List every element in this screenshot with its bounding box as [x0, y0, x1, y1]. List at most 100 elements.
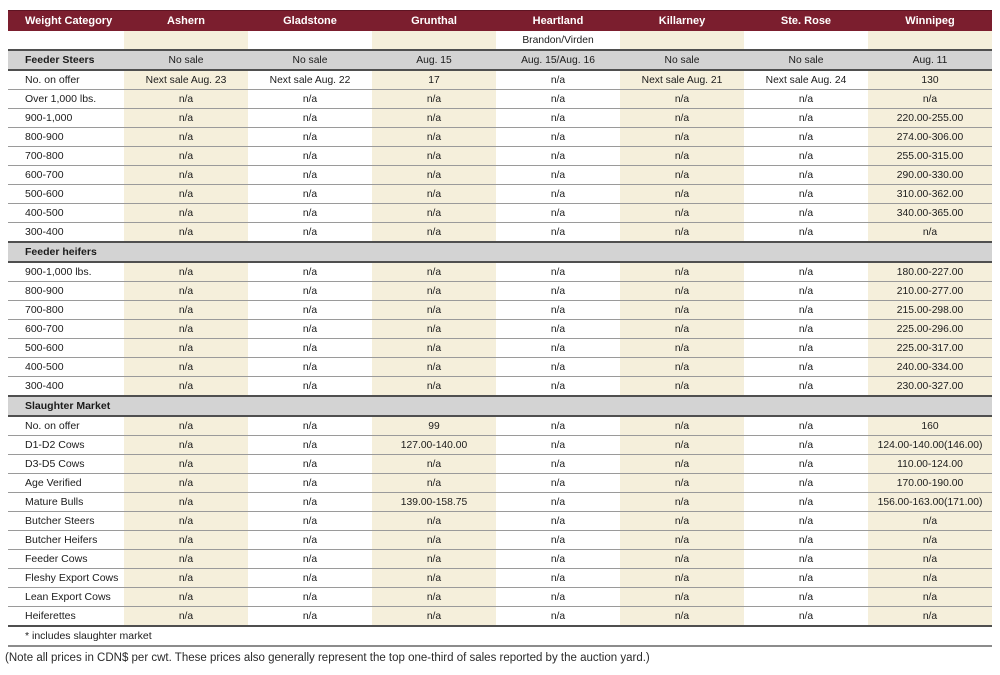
row-label: D1-D2 Cows	[8, 435, 124, 455]
row-label: No. on offer	[8, 416, 124, 436]
price-cell: n/a	[744, 416, 868, 436]
price-cell: n/a	[248, 549, 372, 569]
price-cell: n/a	[124, 454, 248, 474]
section-header-row-feeder-steers: Feeder Steers No sale No sale Aug. 15 Aug. 1…	[8, 49, 992, 71]
price-cell	[744, 31, 868, 51]
table-row: 800-900 n/a n/a n/a n/a n/a n/a 210.00-277.00	[8, 281, 992, 301]
price-cell: n/a	[620, 587, 744, 607]
price-cell	[124, 31, 248, 51]
price-cell: n/a	[868, 606, 992, 627]
price-cell: n/a	[744, 222, 868, 243]
price-cell: n/a	[620, 338, 744, 358]
price-cell: n/a	[248, 454, 372, 474]
price-cell	[620, 241, 744, 263]
header-row: Weight Category Ashern Gladstone Grunthal He…	[8, 10, 992, 31]
price-cell: n/a	[620, 222, 744, 243]
price-cell: n/a	[248, 492, 372, 512]
table-row: Butcher Steers n/a n/a n/a n/a n/a n/a n/a	[8, 511, 992, 531]
price-cell: 240.00-334.00	[868, 357, 992, 377]
price-cell: n/a	[372, 300, 496, 320]
price-cell: n/a	[496, 300, 620, 320]
table-row: 400-500 n/a n/a n/a n/a n/a n/a 240.00-334.00	[8, 357, 992, 377]
price-cell: n/a	[124, 587, 248, 607]
price-cell	[744, 241, 868, 263]
row-label: 500-600	[8, 184, 124, 204]
price-cell: n/a	[744, 262, 868, 282]
price-cell: Next sale Aug. 23	[124, 70, 248, 90]
price-cell: n/a	[620, 473, 744, 493]
table-row: 300-400 n/a n/a n/a n/a n/a n/a n/a	[8, 222, 992, 243]
price-cell: n/a	[124, 184, 248, 204]
column-header-ste-rose: Ste. Rose	[744, 10, 868, 31]
footnote-text: * includes slaughter market	[8, 625, 992, 647]
row-label: 800-900	[8, 127, 124, 147]
price-cell: n/a	[868, 530, 992, 550]
price-cell: n/a	[744, 530, 868, 550]
price-cell: n/a	[496, 108, 620, 128]
price-cell: n/a	[248, 511, 372, 531]
price-cell: n/a	[124, 492, 248, 512]
price-cell	[248, 31, 372, 51]
price-cell: n/a	[496, 435, 620, 455]
price-cell: n/a	[372, 262, 496, 282]
price-cell: n/a	[496, 281, 620, 301]
price-cell: n/a	[620, 165, 744, 185]
price-cell: n/a	[248, 89, 372, 109]
price-cell: n/a	[620, 435, 744, 455]
price-cell: n/a	[372, 473, 496, 493]
row-label: 400-500	[8, 357, 124, 377]
price-cell: n/a	[248, 300, 372, 320]
price-cell	[372, 31, 496, 51]
price-cell: n/a	[744, 319, 868, 339]
table-row: Mature Bulls n/a n/a 139.00-158.75 n/a n/a n/a…	[8, 492, 992, 512]
section-header-row-feeder-heifers: Feeder heifers	[8, 241, 992, 263]
price-cell: n/a	[620, 530, 744, 550]
price-cell: n/a	[620, 568, 744, 588]
price-cell	[868, 241, 992, 263]
row-label: 700-800	[8, 146, 124, 166]
row-label: 600-700	[8, 165, 124, 185]
price-cell: n/a	[124, 376, 248, 397]
table-row: 400-500 n/a n/a n/a n/a n/a n/a 340.00-365.00	[8, 203, 992, 223]
price-cell: n/a	[744, 587, 868, 607]
section-header-row-slaughter-market: Slaughter Market	[8, 395, 992, 417]
price-cell: n/a	[124, 530, 248, 550]
price-cell: n/a	[496, 511, 620, 531]
price-cell: n/a	[620, 184, 744, 204]
row-label: Feeder Cows	[8, 549, 124, 569]
price-cell: n/a	[124, 146, 248, 166]
price-cell: n/a	[496, 357, 620, 377]
price-cell: n/a	[124, 473, 248, 493]
price-cell: n/a	[744, 376, 868, 397]
price-cell: n/a	[248, 435, 372, 455]
row-label: 900-1,000 lbs.	[8, 262, 124, 282]
price-cell: n/a	[744, 165, 868, 185]
price-cell: n/a	[372, 281, 496, 301]
price-cell: 17	[372, 70, 496, 90]
price-cell: 160	[868, 416, 992, 436]
price-cell: 255.00-315.00	[868, 146, 992, 166]
table-row: 800-900 n/a n/a n/a n/a n/a n/a 274.00-306.00	[8, 127, 992, 147]
price-cell: n/a	[496, 262, 620, 282]
table-row: Lean Export Cows n/a n/a n/a n/a n/a n/a n/a	[8, 587, 992, 607]
price-cell: n/a	[372, 127, 496, 147]
table-row: Heiferettes n/a n/a n/a n/a n/a n/a n/a	[8, 606, 992, 627]
price-cell: n/a	[372, 338, 496, 358]
row-label: D3-D5 Cows	[8, 454, 124, 474]
price-cell: 156.00-163.00(171.00)	[868, 492, 992, 512]
price-cell: n/a	[620, 319, 744, 339]
price-cell: n/a	[496, 165, 620, 185]
price-cell: 139.00-158.75	[372, 492, 496, 512]
price-cell: n/a	[744, 281, 868, 301]
row-label	[8, 31, 124, 51]
price-cell: n/a	[496, 89, 620, 109]
row-label: 600-700	[8, 319, 124, 339]
price-cell: n/a	[124, 319, 248, 339]
price-cell: n/a	[372, 222, 496, 243]
price-cell: n/a	[248, 416, 372, 436]
price-cell: n/a	[496, 319, 620, 339]
price-cell: 290.00-330.00	[868, 165, 992, 185]
row-label: 800-900	[8, 281, 124, 301]
price-cell	[868, 31, 992, 51]
price-cell: n/a	[248, 146, 372, 166]
